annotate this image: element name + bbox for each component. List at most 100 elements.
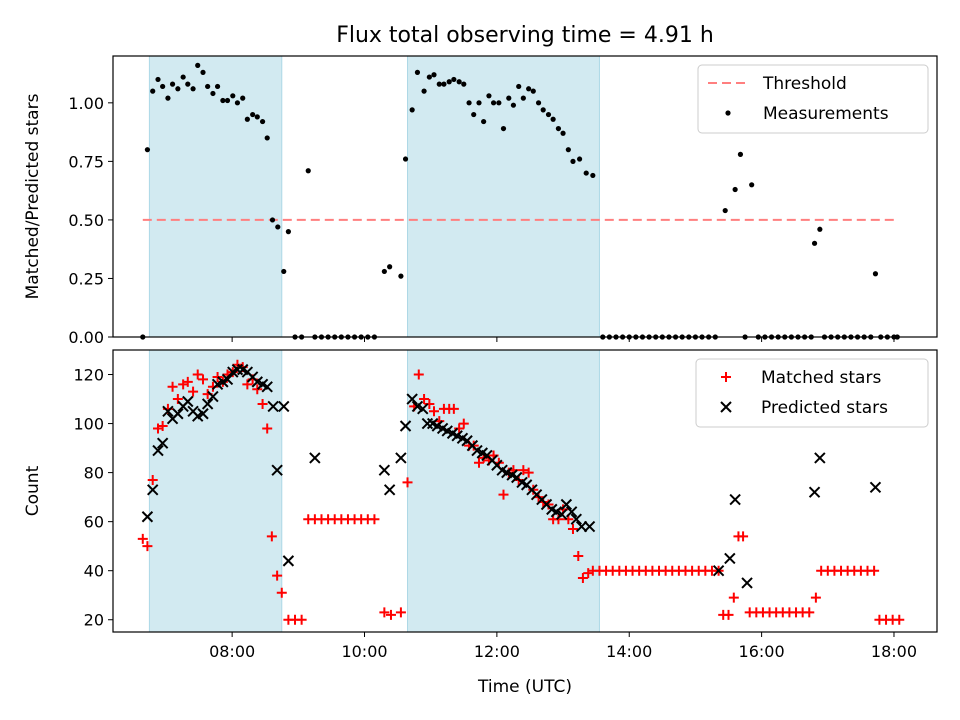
data-point bbox=[454, 423, 465, 434]
data-point bbox=[185, 81, 191, 87]
data-point bbox=[387, 264, 393, 270]
data-point bbox=[729, 493, 741, 506]
data-point bbox=[570, 158, 576, 164]
data-point bbox=[441, 81, 447, 87]
data-point bbox=[518, 465, 529, 476]
data-point bbox=[510, 102, 517, 108]
data-point bbox=[278, 400, 290, 413]
data-point bbox=[259, 118, 266, 125]
data-point bbox=[212, 371, 223, 382]
data-point bbox=[577, 156, 583, 162]
data-point bbox=[378, 464, 391, 476]
shaded-interval bbox=[407, 55, 600, 338]
data-point bbox=[162, 405, 174, 418]
x-tick-label: 18:00 bbox=[871, 642, 917, 661]
data-point bbox=[266, 531, 277, 542]
data-point bbox=[240, 95, 246, 101]
legend-swatch bbox=[720, 401, 732, 413]
data-point bbox=[496, 100, 502, 106]
data-point bbox=[550, 116, 556, 122]
data-point bbox=[523, 467, 534, 478]
data-point bbox=[152, 444, 164, 457]
data-point bbox=[419, 394, 430, 405]
data-point bbox=[305, 168, 311, 174]
data-point bbox=[221, 373, 234, 386]
data-point bbox=[160, 83, 166, 90]
data-point bbox=[500, 125, 507, 132]
data-point bbox=[172, 408, 184, 420]
data-point bbox=[570, 513, 583, 525]
data-point bbox=[471, 111, 477, 118]
data-point bbox=[214, 83, 221, 90]
data-point bbox=[506, 95, 512, 101]
top-panel: 0.00 0.25 0.50 0.75 1.00 Matched/Predicted st… bbox=[23, 55, 938, 347]
data-point bbox=[155, 76, 161, 83]
data-point bbox=[869, 481, 882, 494]
data-point bbox=[276, 587, 287, 598]
data-point bbox=[137, 533, 148, 544]
data-point bbox=[383, 484, 396, 496]
data-point bbox=[583, 520, 596, 533]
data-point bbox=[244, 116, 250, 122]
data-point bbox=[466, 100, 472, 106]
data-point bbox=[150, 88, 156, 94]
data-point bbox=[398, 273, 404, 279]
data-point bbox=[147, 484, 159, 496]
data-point bbox=[436, 81, 442, 87]
data-point bbox=[458, 418, 469, 429]
data-point bbox=[261, 381, 273, 393]
data-point bbox=[446, 79, 452, 85]
legend-label: Threshold bbox=[762, 74, 847, 94]
data-point bbox=[431, 72, 437, 78]
data-point bbox=[385, 609, 396, 620]
data-point bbox=[461, 81, 467, 87]
data-point bbox=[402, 477, 413, 488]
data-point bbox=[722, 207, 728, 214]
data-point bbox=[583, 170, 589, 176]
data-point bbox=[530, 88, 536, 94]
data-point bbox=[741, 577, 753, 589]
data-point bbox=[271, 464, 283, 476]
data-point bbox=[565, 147, 571, 153]
data-point bbox=[275, 224, 281, 230]
data-point bbox=[250, 111, 256, 118]
data-point bbox=[560, 498, 573, 511]
data-point bbox=[272, 570, 283, 581]
data-point bbox=[156, 437, 169, 449]
x-tick-label: 08:00 bbox=[209, 642, 255, 661]
data-point bbox=[556, 508, 568, 521]
legend-label: Matched stars bbox=[761, 368, 881, 388]
data-point bbox=[413, 369, 424, 380]
data-point bbox=[560, 130, 566, 136]
y-tick-label: 40 bbox=[84, 562, 104, 581]
data-point bbox=[424, 398, 435, 409]
data-point bbox=[182, 395, 194, 408]
data-point bbox=[167, 381, 178, 392]
data-point bbox=[205, 83, 211, 90]
data-point bbox=[200, 69, 206, 75]
data-point bbox=[567, 524, 578, 535]
data-point bbox=[526, 86, 532, 92]
data-point bbox=[545, 111, 552, 118]
data-point bbox=[565, 506, 578, 518]
data-point bbox=[516, 83, 522, 90]
data-point bbox=[894, 614, 905, 625]
data-point bbox=[451, 76, 457, 83]
y-tick-label: 100 bbox=[73, 415, 104, 434]
data-point bbox=[254, 114, 260, 120]
data-point bbox=[197, 408, 209, 420]
legend-label: Measurements bbox=[763, 104, 889, 124]
data-point bbox=[872, 271, 879, 277]
data-point bbox=[577, 573, 588, 584]
data-point bbox=[474, 457, 485, 468]
data-point bbox=[553, 514, 564, 525]
legend: Matched stars Predicted stars bbox=[695, 358, 929, 428]
data-point bbox=[817, 226, 823, 232]
y-tick-label: 0.00 bbox=[68, 328, 104, 347]
data-point bbox=[262, 423, 273, 434]
data-point bbox=[147, 474, 158, 485]
shaded-interval bbox=[148, 55, 283, 338]
data-point bbox=[737, 151, 744, 157]
data-point bbox=[267, 400, 279, 413]
